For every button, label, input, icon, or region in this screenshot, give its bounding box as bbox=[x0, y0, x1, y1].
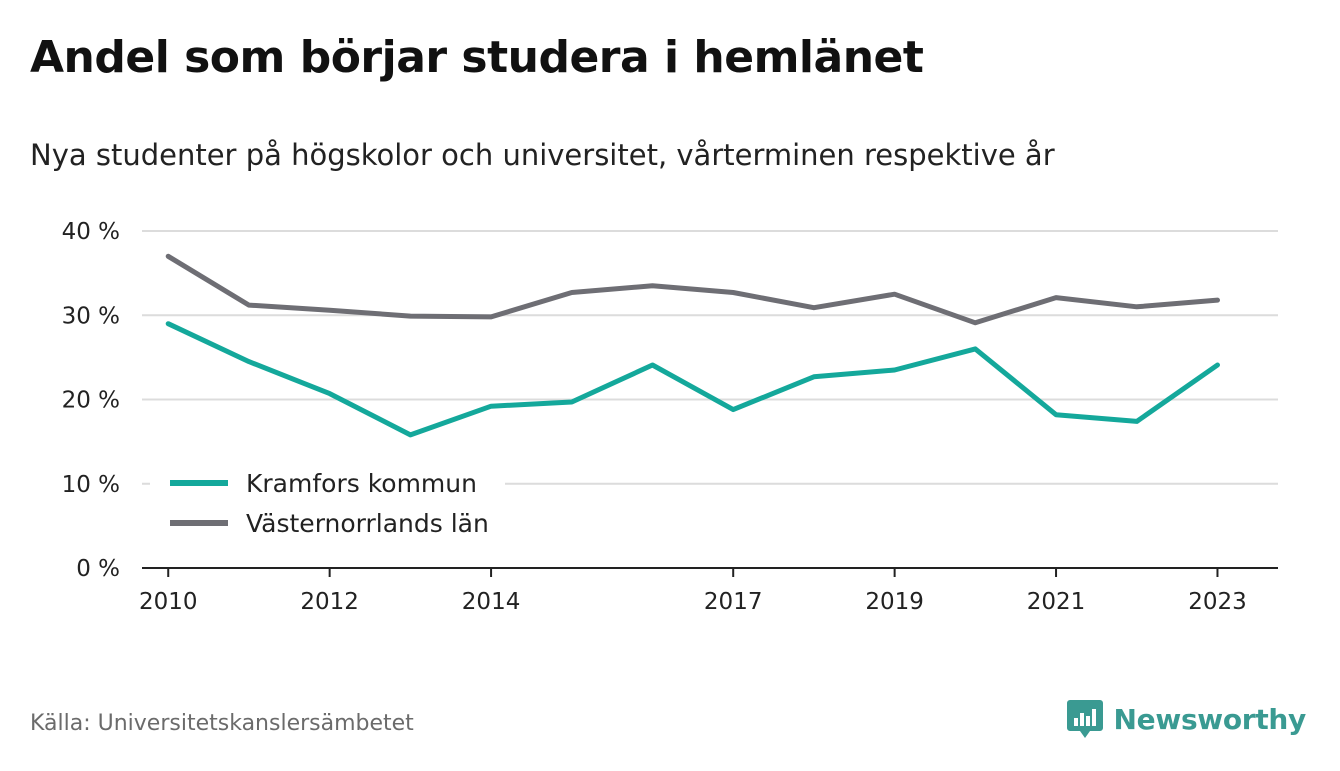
x-axis: 2010 2012 2014 2017 2019 2021 2023 bbox=[139, 567, 1278, 615]
y-tick-label: 20 % bbox=[62, 388, 120, 414]
y-axis-ticks: 0 % 10 % 20 % 30 % 40 % bbox=[62, 219, 120, 582]
x-tick-label: 2023 bbox=[1188, 589, 1247, 615]
x-tick-label: 2010 bbox=[139, 589, 198, 615]
newsworthy-logo-icon bbox=[1066, 700, 1103, 738]
y-tick-label: 10 % bbox=[62, 472, 120, 498]
source-note: Källa: Universitetskanslersämbetet bbox=[30, 711, 414, 736]
brand-logo: Newsworthy bbox=[1066, 698, 1306, 740]
series-line bbox=[165, 253, 1220, 326]
chart-title: Andel som börjar studera i hemlänet bbox=[30, 32, 924, 83]
y-tick-label: 0 % bbox=[76, 556, 120, 582]
series-lines bbox=[165, 253, 1220, 438]
y-tick-label: 30 % bbox=[62, 303, 120, 329]
x-tick-label: 2019 bbox=[865, 589, 924, 615]
x-tick-label: 2012 bbox=[300, 589, 359, 615]
legend-background bbox=[150, 458, 505, 548]
legend: Kramfors kommun Västernorrlands län bbox=[150, 458, 505, 548]
brand-name: Newsworthy bbox=[1113, 702, 1307, 736]
x-tick-label: 2014 bbox=[462, 589, 521, 615]
grid-lines bbox=[142, 230, 1278, 485]
x-tick-label: 2017 bbox=[704, 589, 763, 615]
series-line bbox=[165, 321, 1220, 438]
legend-label: Kramfors kommun bbox=[246, 469, 477, 498]
legend-label: Västernorrlands län bbox=[246, 509, 489, 538]
chart-subtitle: Nya studenter på högskolor och universit… bbox=[30, 138, 1055, 172]
line-chart: 0 % 10 % 20 % 30 % 40 % 2010 2012 2014 2017 2019… bbox=[62, 219, 1278, 615]
y-tick-label: 40 % bbox=[62, 219, 120, 245]
x-tick-label: 2021 bbox=[1027, 589, 1086, 615]
